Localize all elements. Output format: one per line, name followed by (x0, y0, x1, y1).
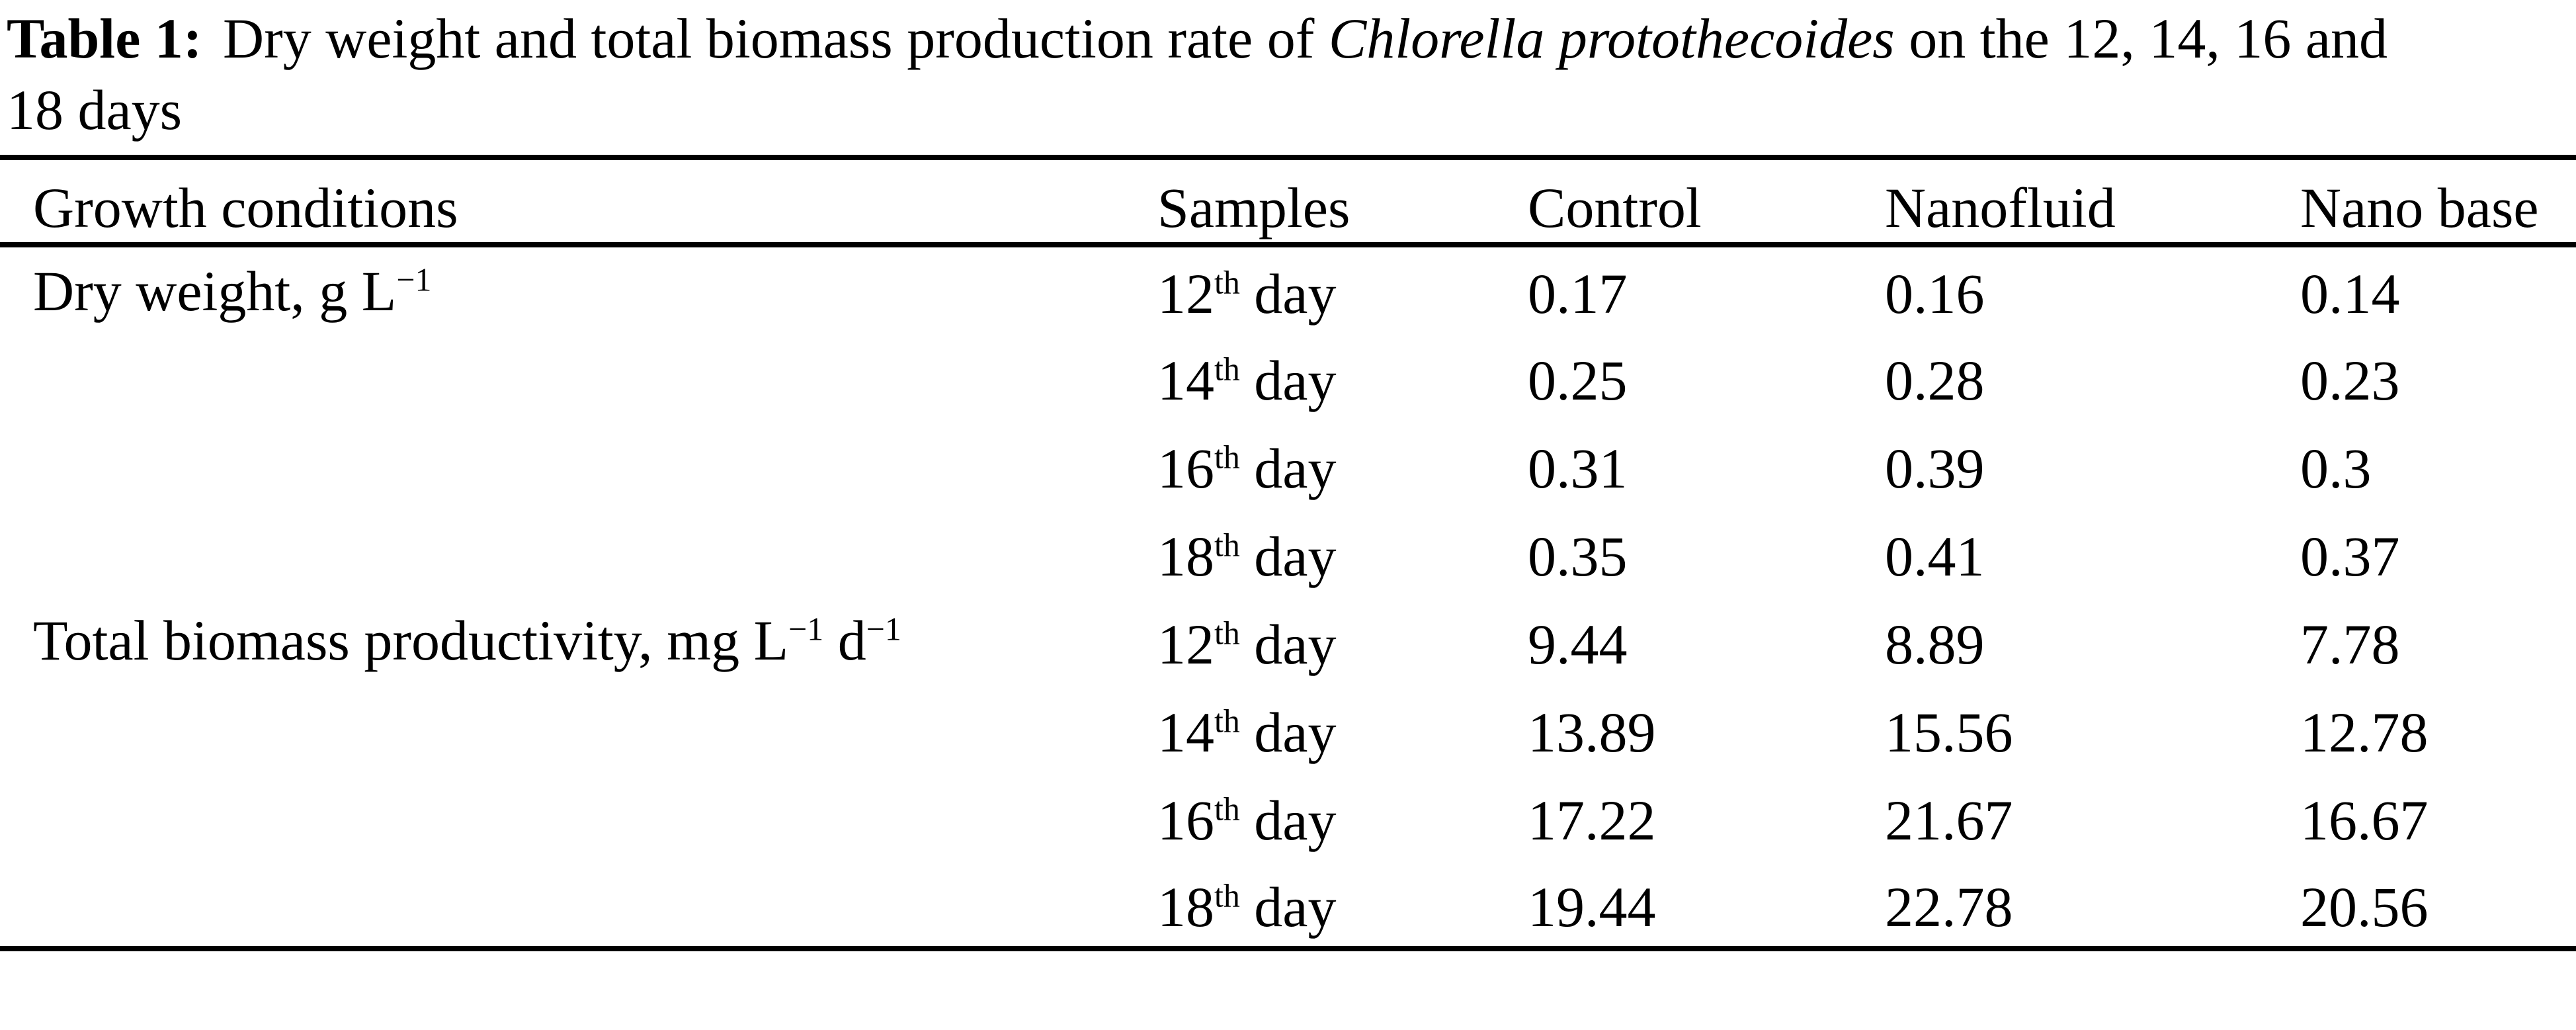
sample-day-cell: 14th day (1157, 685, 1528, 773)
day-number: 14 (1157, 700, 1214, 764)
nanofluid-value-cell: 0.28 (1885, 348, 1985, 412)
condition-text: d (823, 609, 866, 672)
nanofluid-value-cell: 0.39 (1885, 436, 1985, 500)
day-number: 16 (1157, 436, 1214, 500)
nano-base-value-cell: 0.3 (2300, 436, 2372, 500)
results-table: Growth conditions Samples Control Nanofl… (0, 155, 2576, 951)
condition-text: Total biomass productivity, mg L (33, 609, 789, 672)
table-row: 16th day 0.31 0.39 0.3 (0, 421, 2576, 509)
day-ordinal-superscript: th (1214, 350, 1240, 387)
col-header-samples: Samples (1157, 176, 1350, 239)
sample-day-cell: 12th day (1157, 597, 1528, 685)
control-value-cell: 17.22 (1528, 788, 1656, 852)
condition-exponent-superscript: −1 (396, 261, 432, 298)
nano-base-value-cell: 0.23 (2300, 348, 2400, 412)
nano-base-value-cell: 7.78 (2300, 612, 2400, 676)
caption-text-before-species: Dry weight and total biomass production … (208, 7, 1329, 70)
caption-line-1: Table 1: Dry weight and total biomass pr… (7, 3, 2576, 74)
nano-base-value-cell: 0.14 (2300, 261, 2400, 325)
col-header-control: Control (1528, 176, 1702, 239)
table-row: 16th day 17.22 21.67 16.67 (0, 773, 2576, 861)
control-value-cell: 0.25 (1528, 348, 1628, 412)
control-value-cell: 0.31 (1528, 436, 1628, 500)
day-number: 18 (1157, 875, 1214, 939)
day-ordinal-superscript: th (1214, 790, 1240, 827)
nanofluid-value-cell: 0.41 (1885, 524, 1985, 588)
condition-exponent-superscript: −1 (866, 611, 901, 648)
caption-label: Table 1: (7, 7, 202, 70)
day-ordinal-superscript: th (1214, 614, 1240, 651)
day-ordinal-superscript: th (1214, 263, 1240, 300)
day-word: day (1239, 875, 1337, 939)
nanofluid-value-cell: 21.67 (1885, 788, 2013, 852)
nanofluid-value-cell: 22.78 (1885, 875, 2013, 939)
day-number: 16 (1157, 788, 1214, 852)
day-number: 14 (1157, 348, 1214, 412)
nano-base-value-cell: 16.67 (2300, 788, 2429, 852)
header-row: Growth conditions Samples Control Nanofl… (0, 157, 2576, 245)
table-caption: Table 1: Dry weight and total biomass pr… (7, 3, 2576, 146)
sample-day-cell: 16th day (1157, 773, 1528, 861)
day-number: 12 (1157, 612, 1214, 676)
table-row: Total biomass productivity, mg L−1 d−1 12… (0, 597, 2576, 685)
nano-base-value-cell: 20.56 (2300, 875, 2429, 939)
day-number: 12 (1157, 261, 1214, 325)
nano-base-value-cell: 12.78 (2300, 700, 2429, 764)
control-value-cell: 19.44 (1528, 875, 1656, 939)
sample-day-cell: 16th day (1157, 421, 1528, 509)
nanofluid-value-cell: 0.16 (1885, 261, 1985, 325)
day-word: day (1239, 261, 1337, 325)
day-number: 18 (1157, 524, 1214, 588)
day-word: day (1239, 612, 1337, 676)
day-word: day (1239, 524, 1337, 588)
table-row: 18th day 0.35 0.41 0.37 (0, 509, 2576, 597)
day-word: day (1239, 348, 1337, 412)
sample-day-cell: 18th day (1157, 861, 1528, 949)
day-word: day (1239, 788, 1337, 852)
condition-text: Dry weight, g L (33, 259, 397, 323)
col-header-nano-base: Nano base (2300, 176, 2539, 239)
growth-condition-cell: Dry weight, g L−1 (0, 245, 1157, 597)
caption-text-after-species: on the 12, 14, 16 and (1894, 7, 2388, 70)
col-header-growth-conditions: Growth conditions (33, 176, 458, 239)
control-value-cell: 9.44 (1528, 612, 1628, 676)
sample-day-cell: 18th day (1157, 509, 1528, 597)
day-ordinal-superscript: th (1214, 438, 1240, 475)
control-value-cell: 0.17 (1528, 261, 1628, 325)
table-row: 14th day 13.89 15.56 12.78 (0, 685, 2576, 773)
control-value-cell: 13.89 (1528, 700, 1656, 764)
table-row: Dry weight, g L−1 12th day 0.17 0.16 0.14 (0, 245, 2576, 333)
control-value-cell: 0.35 (1528, 524, 1628, 588)
table-row: 18th day 19.44 22.78 20.56 (0, 861, 2576, 949)
day-word: day (1239, 436, 1337, 500)
condition-exponent-superscript: −1 (788, 611, 824, 648)
table-row: 14th day 0.25 0.28 0.23 (0, 333, 2576, 421)
day-ordinal-superscript: th (1214, 702, 1240, 739)
nanofluid-value-cell: 15.56 (1885, 700, 2013, 764)
day-ordinal-superscript: th (1214, 877, 1240, 914)
growth-condition-cell: Total biomass productivity, mg L−1 d−1 (0, 597, 1157, 949)
caption-species-name: Chlorella protothecoides (1328, 7, 1895, 70)
day-word: day (1239, 700, 1337, 764)
day-ordinal-superscript: th (1214, 526, 1240, 563)
sample-day-cell: 14th day (1157, 333, 1528, 421)
nano-base-value-cell: 0.37 (2300, 524, 2400, 588)
nanofluid-value-cell: 8.89 (1885, 612, 1985, 676)
col-header-nanofluid: Nanofluid (1885, 176, 2116, 239)
table-body: Dry weight, g L−1 12th day 0.17 0.16 0.14 14t… (0, 245, 2576, 949)
caption-line-2: 18 days (7, 78, 183, 142)
sample-day-cell: 12th day (1157, 245, 1528, 333)
